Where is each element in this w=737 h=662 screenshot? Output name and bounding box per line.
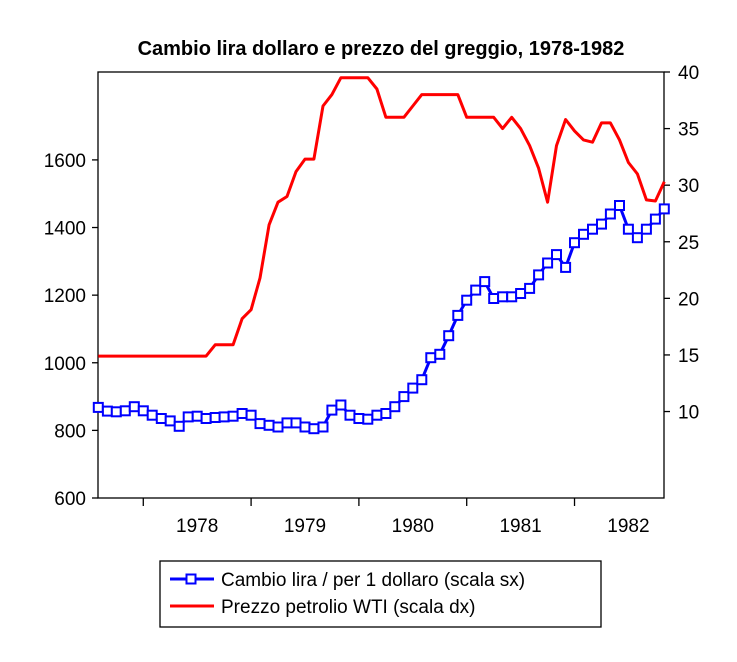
data-point-cambio bbox=[209, 412, 221, 423]
left-tick-label: 1200 bbox=[44, 286, 86, 307]
data-point-cambio bbox=[164, 415, 176, 427]
data-point-cambio bbox=[218, 411, 230, 423]
left-tick-label: 1400 bbox=[44, 219, 86, 240]
left-tick-label: 600 bbox=[54, 489, 86, 510]
data-point-cambio bbox=[389, 401, 401, 413]
data-point-cambio bbox=[281, 417, 293, 429]
data-point-cambio bbox=[254, 418, 266, 430]
data-point-cambio bbox=[326, 404, 338, 416]
right-axis: 10 15 20 25 30 35 40 bbox=[664, 63, 699, 424]
data-point-cambio bbox=[137, 405, 149, 417]
data-point-cambio bbox=[596, 218, 607, 230]
data-point-cambio bbox=[128, 401, 140, 413]
data-point-cambio bbox=[92, 401, 104, 413]
x-tick-label: 1979 bbox=[284, 516, 326, 537]
right-tick-label: 15 bbox=[678, 346, 699, 367]
data-point-cambio bbox=[506, 291, 518, 303]
data-point-cambio bbox=[263, 419, 275, 431]
data-point-cambio bbox=[380, 408, 392, 419]
series-line-petrolio bbox=[98, 76, 666, 358]
data-point-cambio bbox=[236, 408, 248, 419]
data-point-cambio bbox=[515, 288, 527, 299]
data-point-cambio bbox=[416, 374, 428, 386]
data-point-cambio bbox=[182, 411, 194, 423]
data-point-cambio bbox=[407, 382, 419, 394]
data-point-cambio bbox=[110, 406, 122, 418]
x-tick-label: 1981 bbox=[499, 516, 541, 537]
x-tick-label: 1978 bbox=[176, 516, 218, 537]
right-tick-label: 20 bbox=[678, 289, 699, 310]
left-tick-label: 1600 bbox=[44, 151, 86, 172]
data-point-cambio bbox=[470, 284, 482, 296]
data-point-cambio bbox=[119, 405, 131, 417]
data-point-cambio bbox=[488, 293, 500, 304]
data-point-cambio bbox=[344, 409, 356, 421]
data-point-cambio bbox=[533, 269, 545, 281]
legend-marker-cambio bbox=[185, 573, 197, 585]
x-axis: 1978 1979 1980 1981 1982 bbox=[142, 498, 650, 537]
data-point-cambio bbox=[290, 417, 302, 429]
series-layer bbox=[92, 76, 670, 435]
x-tick-label: 1982 bbox=[607, 516, 649, 537]
data-point-cambio bbox=[434, 348, 446, 360]
plot-area-border bbox=[97, 71, 665, 499]
x-tick-label: 1980 bbox=[392, 516, 434, 537]
right-tick-label: 40 bbox=[678, 63, 699, 84]
right-tick-label: 10 bbox=[678, 403, 699, 424]
data-point-cambio bbox=[398, 391, 410, 403]
data-point-cambio bbox=[299, 421, 311, 433]
data-point-cambio bbox=[371, 409, 383, 421]
left-tick-label: 1000 bbox=[44, 354, 86, 375]
chart-title: Cambio lira dollaro e prezzo del greggio… bbox=[138, 38, 625, 60]
right-tick-label: 25 bbox=[678, 233, 699, 254]
data-point-cambio bbox=[155, 413, 167, 424]
plot-frame bbox=[97, 71, 665, 499]
data-point-cambio bbox=[173, 420, 185, 432]
data-point-cambio bbox=[200, 413, 212, 424]
data-point-cambio bbox=[353, 413, 365, 424]
data-point-cambio bbox=[317, 421, 329, 433]
right-tick-label: 35 bbox=[678, 120, 699, 141]
data-point-cambio bbox=[272, 421, 284, 433]
data-point-cambio bbox=[425, 352, 437, 364]
data-point-cambio bbox=[614, 200, 625, 211]
data-point-cambio bbox=[622, 223, 634, 235]
data-point-cambio bbox=[542, 257, 554, 269]
data-point-cambio bbox=[604, 208, 616, 220]
data-point-cambio bbox=[551, 249, 562, 261]
data-point-cambio bbox=[191, 410, 203, 422]
legend: Cambio lira / per 1 dollaro (scala sx) P… bbox=[159, 560, 602, 628]
left-axis: 600 800 1000 1200 1400 1600 bbox=[44, 151, 98, 510]
legend-label-cambio: Cambio lira / per 1 dollaro (scala sx) bbox=[221, 570, 525, 591]
data-point-cambio bbox=[362, 413, 374, 425]
data-point-cambio bbox=[658, 203, 670, 215]
data-point-cambio bbox=[146, 409, 158, 421]
data-point-cambio bbox=[497, 291, 509, 303]
data-point-cambio bbox=[649, 213, 661, 225]
data-point-cambio bbox=[587, 223, 598, 235]
data-point-cambio bbox=[245, 409, 257, 421]
data-point-cambio bbox=[335, 399, 347, 411]
legend-box bbox=[159, 560, 602, 628]
data-point-cambio bbox=[452, 309, 464, 321]
data-point-cambio bbox=[227, 410, 239, 422]
data-point-cambio bbox=[569, 237, 580, 249]
legend-label-petrolio: Prezzo petrolio WTI (scala dx) bbox=[221, 597, 475, 618]
data-point-cambio bbox=[443, 330, 455, 342]
left-tick-label: 800 bbox=[54, 421, 86, 442]
right-tick-label: 30 bbox=[678, 176, 699, 197]
data-point-cambio bbox=[461, 294, 473, 306]
data-point-cambio bbox=[524, 282, 536, 294]
data-point-cambio bbox=[101, 405, 113, 417]
data-point-cambio bbox=[578, 228, 589, 240]
data-point-cambio bbox=[479, 276, 491, 288]
data-point-cambio bbox=[308, 423, 320, 435]
data-point-cambio bbox=[560, 261, 572, 273]
data-point-cambio bbox=[631, 232, 643, 244]
data-point-cambio bbox=[640, 223, 652, 235]
